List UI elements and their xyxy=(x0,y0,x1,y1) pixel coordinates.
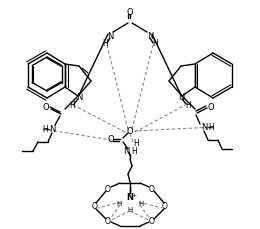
Text: O: O xyxy=(127,8,133,16)
Text: O: O xyxy=(127,127,133,136)
Text: H: H xyxy=(185,101,191,110)
Text: H: H xyxy=(152,38,158,47)
Text: +: + xyxy=(131,193,137,198)
Text: H: H xyxy=(69,101,75,110)
Text: O: O xyxy=(162,202,168,211)
Text: H: H xyxy=(131,147,137,156)
Text: N: N xyxy=(49,125,55,134)
Text: H: H xyxy=(42,125,48,134)
Text: N: N xyxy=(107,31,113,40)
Text: H: H xyxy=(127,206,133,212)
Text: N: N xyxy=(201,123,207,132)
Text: N: N xyxy=(123,147,129,156)
Text: N: N xyxy=(147,31,153,40)
Text: H: H xyxy=(133,138,139,147)
Text: O: O xyxy=(92,202,98,211)
Text: H: H xyxy=(208,123,214,132)
Text: N: N xyxy=(178,92,184,101)
Text: H: H xyxy=(116,200,122,206)
Text: N: N xyxy=(127,193,133,202)
Text: H: H xyxy=(138,200,144,206)
Text: O: O xyxy=(105,217,111,226)
Text: O: O xyxy=(108,135,114,144)
Text: O: O xyxy=(43,102,49,111)
Text: O: O xyxy=(208,102,214,111)
Text: H: H xyxy=(102,38,108,47)
Text: O: O xyxy=(149,184,155,193)
Text: N: N xyxy=(76,92,82,101)
Text: O: O xyxy=(149,217,155,226)
Text: O: O xyxy=(105,184,111,193)
